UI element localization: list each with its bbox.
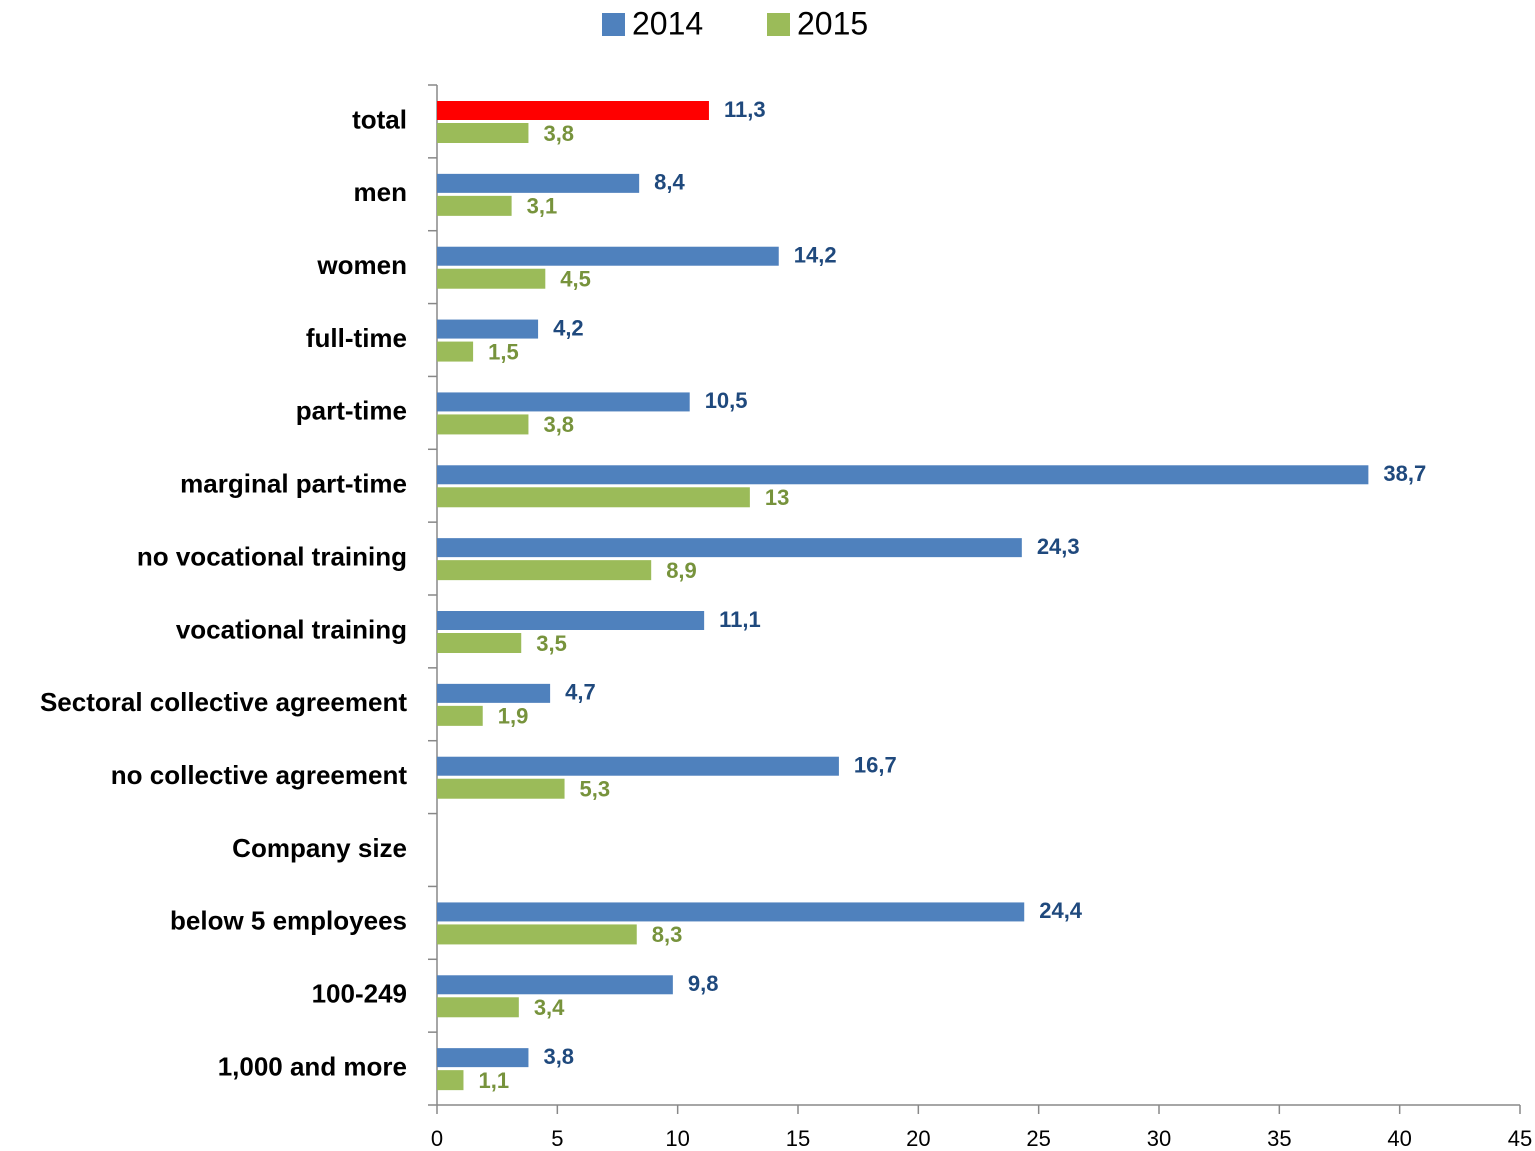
bar	[437, 560, 652, 581]
bar	[437, 268, 546, 289]
x-tick-label: 0	[431, 1126, 443, 1151]
value-label: 3,4	[534, 995, 565, 1020]
bar	[437, 319, 539, 339]
category-label: part-time	[296, 396, 407, 426]
bar	[437, 101, 709, 120]
legend-label: 2014	[632, 5, 703, 41]
category-label: men	[354, 177, 407, 207]
bar	[437, 778, 565, 799]
x-tick-label: 20	[906, 1126, 930, 1151]
bar	[437, 487, 750, 508]
x-tick-label: 25	[1026, 1126, 1050, 1151]
bar	[437, 195, 512, 216]
value-label: 11,3	[724, 97, 766, 122]
value-label: 8,9	[666, 558, 697, 583]
bar	[437, 633, 522, 653]
x-tick-label: 10	[665, 1126, 689, 1151]
category-label: no vocational training	[137, 541, 407, 571]
bar	[437, 705, 483, 726]
bar	[437, 975, 673, 995]
value-label: 3,8	[543, 121, 574, 146]
value-label: 24,3	[1037, 534, 1080, 559]
bar	[437, 341, 474, 362]
x-tick-label: 45	[1508, 1126, 1532, 1151]
bar	[437, 392, 690, 412]
legend-label: 2015	[797, 5, 868, 41]
value-label: 13	[765, 485, 789, 510]
x-tick-label: 5	[551, 1126, 563, 1151]
bar	[437, 1048, 529, 1068]
x-tick-label: 30	[1147, 1126, 1171, 1151]
x-tick-label: 40	[1387, 1126, 1411, 1151]
value-label: 16,7	[854, 753, 897, 778]
bar	[437, 173, 640, 193]
value-label: 1,5	[488, 339, 519, 364]
value-label: 1,1	[478, 1068, 509, 1093]
bar	[437, 1070, 464, 1091]
value-label: 10,5	[705, 388, 748, 413]
value-label: 3,8	[543, 412, 574, 437]
category-label: 100-249	[312, 979, 407, 1009]
bar	[437, 997, 519, 1018]
bar	[437, 123, 529, 143]
value-label: 5,3	[580, 777, 611, 802]
bar	[437, 756, 839, 776]
bar	[437, 683, 551, 703]
value-label: 4,5	[560, 267, 591, 292]
category-label: Company size	[232, 833, 407, 863]
value-label: 4,7	[565, 680, 596, 705]
bar	[437, 611, 705, 630]
category-label: total	[352, 104, 407, 134]
category-label: full-time	[306, 323, 407, 353]
legend-swatch	[602, 13, 625, 36]
value-label: 24,4	[1039, 898, 1083, 923]
x-tick-label: 35	[1267, 1126, 1291, 1151]
category-label: below 5 employees	[170, 906, 407, 936]
bar	[437, 465, 1369, 485]
category-label: marginal part-time	[180, 469, 407, 499]
value-label: 8,4	[654, 170, 685, 195]
value-label: 9,8	[688, 971, 719, 996]
bar	[437, 902, 1025, 922]
value-label: 1,9	[498, 704, 529, 729]
bar	[437, 924, 637, 945]
value-label: 3,1	[527, 194, 558, 219]
category-label: women	[316, 250, 407, 280]
value-label: 11,1	[719, 607, 761, 632]
value-label: 38,7	[1383, 461, 1426, 486]
bar	[437, 414, 529, 435]
category-label: vocational training	[176, 614, 407, 644]
value-label: 3,8	[543, 1044, 574, 1069]
category-label: no collective agreement	[111, 760, 408, 790]
value-label: 14,2	[794, 243, 837, 268]
x-tick-label: 15	[786, 1126, 810, 1151]
legend-swatch	[767, 13, 790, 36]
bar	[437, 246, 779, 266]
bar	[437, 538, 1022, 558]
value-label: 8,3	[652, 922, 683, 947]
category-label: Sectoral collective agreement	[40, 687, 407, 717]
value-label: 3,5	[536, 631, 567, 656]
value-label: 4,2	[553, 315, 584, 340]
category-label: 1,000 and more	[218, 1051, 407, 1081]
